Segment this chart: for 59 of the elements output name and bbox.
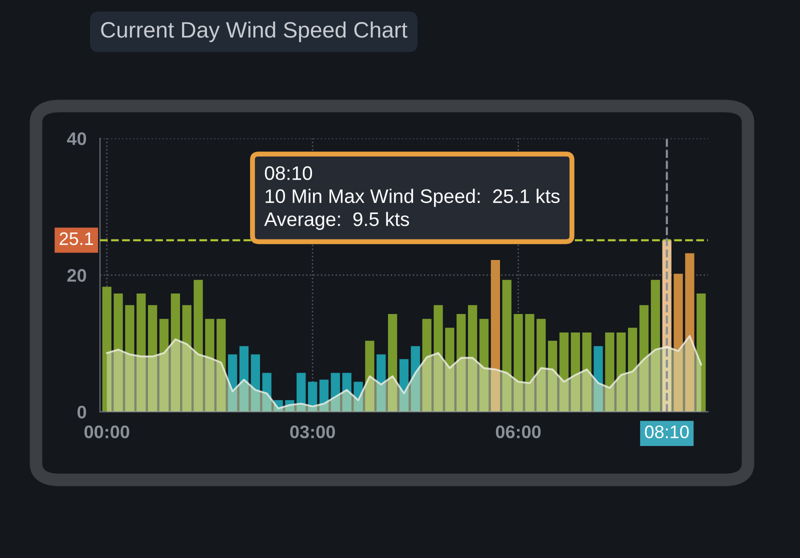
bar xyxy=(456,314,466,412)
bar xyxy=(319,380,329,412)
bar xyxy=(696,294,706,412)
bar xyxy=(628,328,638,412)
bar xyxy=(605,332,614,412)
bar xyxy=(594,346,603,412)
ref-line-label: 25.1 xyxy=(60,232,94,246)
bar xyxy=(148,305,158,412)
bar xyxy=(159,318,169,412)
bar xyxy=(422,318,432,412)
bar xyxy=(502,280,512,412)
bar xyxy=(490,260,500,412)
bar xyxy=(262,372,272,412)
y-tick-label: 0 xyxy=(77,406,86,419)
bar xyxy=(136,294,146,412)
bar xyxy=(376,354,386,412)
bar xyxy=(674,274,683,412)
bar xyxy=(342,372,352,412)
bar xyxy=(616,332,626,412)
y-tick-label: 20 xyxy=(67,269,86,282)
x-tick-label: 00:00 xyxy=(84,425,130,438)
chart-title: Current Day Wind Speed Chart xyxy=(101,21,408,42)
bar xyxy=(399,359,409,412)
bar xyxy=(570,332,580,412)
bar xyxy=(308,382,318,412)
bar xyxy=(102,286,112,412)
bar xyxy=(170,294,180,412)
bar xyxy=(536,318,546,412)
bar xyxy=(410,346,420,412)
bar xyxy=(525,314,534,412)
bar xyxy=(548,340,558,412)
bar xyxy=(388,314,398,412)
bar xyxy=(650,280,660,412)
y-tick-label: 40 xyxy=(67,132,86,146)
bar xyxy=(365,340,374,412)
bar xyxy=(194,280,203,412)
bar xyxy=(182,305,192,412)
x-tick-label: 08:10 xyxy=(644,425,689,438)
bar xyxy=(639,305,649,412)
annotation: 08:10 10 Min Max Wind Speed: 25.1 kts Average: 9.5 kts xyxy=(264,166,560,230)
bar xyxy=(479,318,489,412)
bar xyxy=(582,332,592,412)
bar xyxy=(514,314,523,412)
bar xyxy=(445,328,454,412)
bar xyxy=(559,332,569,412)
bar xyxy=(468,305,478,412)
bar xyxy=(228,354,238,412)
bar xyxy=(250,354,260,412)
bar xyxy=(114,294,123,412)
bar xyxy=(239,346,249,412)
bar xyxy=(125,305,134,412)
bar xyxy=(685,253,694,412)
bar xyxy=(216,318,226,412)
x-tick-label: 06:00 xyxy=(496,425,541,438)
bar xyxy=(205,318,214,412)
x-tick-label: 03:00 xyxy=(290,425,335,438)
bar xyxy=(330,372,340,412)
bar xyxy=(296,372,306,412)
bar xyxy=(434,305,443,412)
